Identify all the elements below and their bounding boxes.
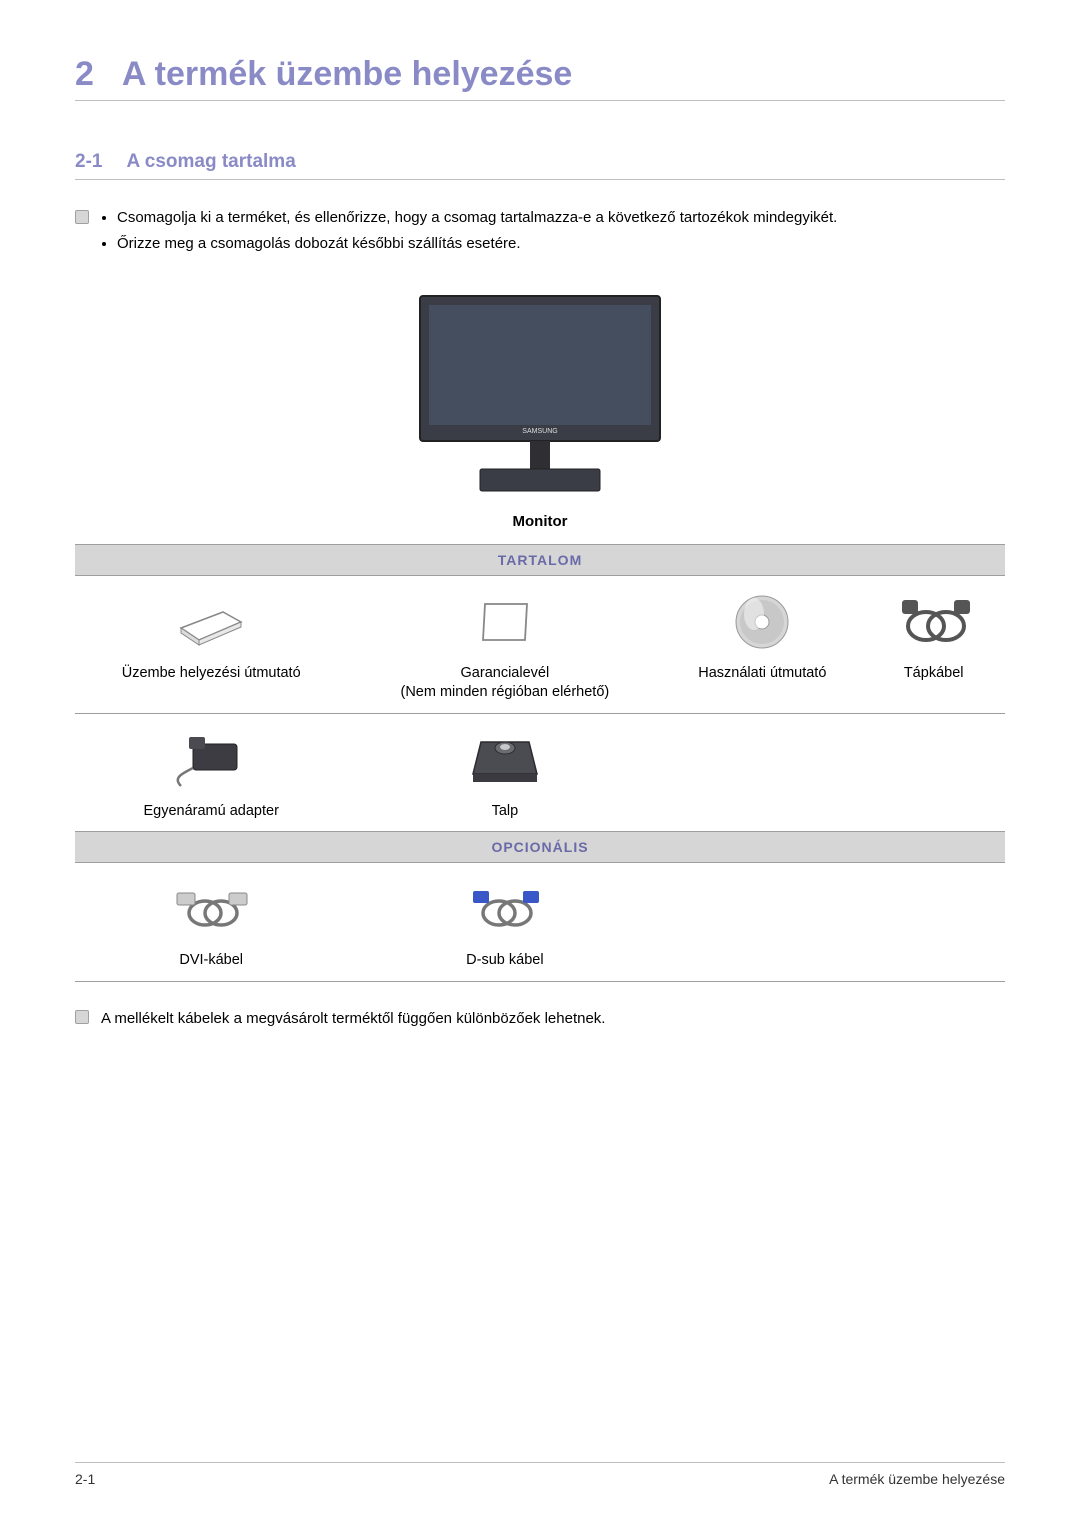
img-dsub-cable xyxy=(347,863,662,948)
img-power-cable xyxy=(862,575,1005,660)
chapter-heading: 2 A termék üzembe helyezése xyxy=(75,55,1005,101)
dsub-cable-icon xyxy=(455,873,555,943)
note-icon xyxy=(75,210,89,224)
chapter-title: A termék üzembe helyezése xyxy=(122,55,572,94)
table-header-opcionalis: OPCIONÁLIS xyxy=(75,832,1005,863)
end-note-text: A mellékelt kábelek a megvásárolt termék… xyxy=(101,1010,605,1027)
chapter-number: 2 xyxy=(75,55,94,94)
page: 2 A termék üzembe helyezése 2-1 A csomag… xyxy=(0,0,1080,1027)
page-footer: 2-1 A termék üzembe helyezése xyxy=(75,1462,1005,1487)
note-item: Csomagolja ki a terméket, és ellenőrizze… xyxy=(117,208,1005,228)
label-dvi-cable: DVI-kábel xyxy=(75,947,347,981)
img-stand-base xyxy=(347,713,662,798)
monitor-caption: Monitor xyxy=(75,513,1005,530)
label-user-manual: Használati útmutató xyxy=(662,660,862,714)
empty-cell xyxy=(662,713,862,798)
label-warranty: Garancialevél (Nem minden régióban elérh… xyxy=(347,660,662,714)
empty-cell xyxy=(662,798,862,832)
svg-text:SAMSUNG: SAMSUNG xyxy=(522,428,557,435)
cd-icon xyxy=(712,586,812,656)
power-cable-icon xyxy=(884,586,984,656)
img-dvi-cable xyxy=(75,863,347,948)
footer-left: 2-1 xyxy=(75,1471,95,1487)
table-header-tartalom: TARTALOM xyxy=(75,544,1005,575)
empty-cell xyxy=(862,713,1005,798)
note-icon xyxy=(75,1010,89,1024)
adapter-icon xyxy=(161,724,261,794)
empty-cell xyxy=(862,798,1005,832)
monitor-figure: SAMSUNG xyxy=(75,291,1005,505)
empty-cell xyxy=(862,863,1005,948)
empty-cell xyxy=(662,947,862,981)
label-dc-adapter: Egyenáramú adapter xyxy=(75,798,347,832)
contents-table: TARTALOM xyxy=(75,544,1005,982)
img-dc-adapter xyxy=(75,713,347,798)
section-number: 2-1 xyxy=(75,151,102,173)
label-warranty-main: Garancialevél xyxy=(461,665,550,681)
booklet-icon xyxy=(161,586,261,656)
img-warranty xyxy=(347,575,662,660)
empty-cell xyxy=(862,947,1005,981)
stand-base-icon xyxy=(455,724,555,794)
label-power-cable: Tápkábel xyxy=(862,660,1005,714)
note-block: Csomagolja ki a terméket, és ellenőrizze… xyxy=(75,208,1005,261)
label-warranty-sub: (Nem minden régióban elérhető) xyxy=(400,684,609,700)
section-heading: 2-1 A csomag tartalma xyxy=(75,151,1005,180)
label-stand-base: Talp xyxy=(347,798,662,832)
label-dsub-cable: D-sub kábel xyxy=(347,947,662,981)
card-icon xyxy=(455,586,555,656)
empty-cell xyxy=(662,863,862,948)
label-setup-guide: Üzembe helyezési útmutató xyxy=(75,660,347,714)
section-title: A csomag tartalma xyxy=(126,151,295,173)
note-list: Csomagolja ki a terméket, és ellenőrizze… xyxy=(99,208,1005,261)
dvi-cable-icon xyxy=(161,873,261,943)
footer-right: A termék üzembe helyezése xyxy=(829,1471,1005,1487)
img-setup-guide xyxy=(75,575,347,660)
img-user-manual xyxy=(662,575,862,660)
note-item: Őrizze meg a csomagolás dobozát későbbi … xyxy=(117,234,1005,254)
monitor-icon: SAMSUNG xyxy=(405,291,675,501)
end-note: A mellékelt kábelek a megvásárolt termék… xyxy=(75,1010,1005,1027)
